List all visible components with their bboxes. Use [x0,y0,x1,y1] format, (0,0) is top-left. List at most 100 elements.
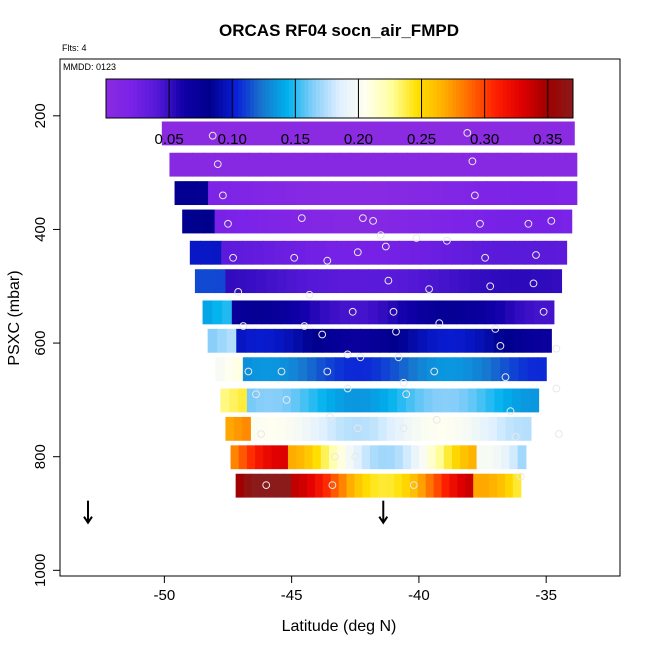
colorbar-strip [320,79,325,118]
heatmap-cell [402,445,412,470]
heatmap-cell [390,121,403,146]
heatmap-cell [315,240,327,265]
heatmap-cell [279,445,289,470]
heatmap-cell [534,300,545,325]
heatmap-cell [510,269,522,294]
heatmap-cell [346,240,358,265]
heatmap-cell [339,152,352,177]
y-tick-label: 400 [32,217,49,242]
heatmap-cell [286,269,298,294]
y-axis-label: PSXC (mbar) [6,270,23,365]
heatmap-cell [342,181,354,206]
heatmap-cell [484,445,494,470]
y-tick-label: 600 [32,331,49,356]
profile-point [323,367,332,376]
heatmap-cell [293,152,306,177]
heatmap-cell [536,357,547,382]
heatmap-cell [565,152,578,177]
colorbar-tick-label: 0.05 [155,131,184,148]
heatmap-cell [268,209,281,234]
profile-point [325,413,334,421]
colorbar-strip [144,79,150,118]
heatmap-cell [516,121,529,146]
profile-point [381,242,390,251]
heatmap-cell [554,181,567,206]
heatmap-cell [463,416,473,441]
profile-point [394,353,403,362]
heatmap-cell [398,328,409,353]
heatmap-cell [494,328,505,353]
heatmap-cell [376,209,389,234]
heatmap-cell [330,473,340,498]
colorbar-strip [277,79,282,118]
colorbar-strip [141,79,146,118]
heatmap-cell [255,328,266,353]
heatmap-cell [337,269,349,294]
colorbar-strip [479,79,484,118]
heatmap-cell [414,388,425,413]
heatmap-cell [482,121,495,146]
heatmap-cell [305,152,318,177]
heatmap-cell [317,269,328,294]
y-axis: 200 400 600 800 1000 [32,103,61,587]
heatmap-cell [274,328,285,353]
heatmap-cell [238,388,248,413]
heatmap-cell [242,240,254,265]
colorbar-strip [499,79,504,118]
heatmap-cell [375,181,388,206]
heatmap-cell [378,300,389,325]
colorbar-strip [246,79,251,118]
heatmap-cell [405,388,416,413]
profile-point [501,373,510,382]
profile-point [468,157,477,166]
heatmap-cell [352,388,363,413]
heatmap-cell [527,357,538,382]
heatmap-cell [322,473,332,498]
heatmap-cell [353,445,363,470]
profile-point [208,131,217,140]
heatmap-cell [367,240,379,265]
heatmap-cell [388,269,400,294]
colorbar-strip [518,79,523,118]
colorbar-strip [347,79,352,118]
heatmap-cell [267,473,276,498]
profile-point [555,430,563,438]
colorbar-strip [117,79,123,118]
colorbar-strip [125,79,130,118]
colorbar-strip [207,79,212,118]
colorbar-tick-label: 0.30 [470,131,499,148]
heatmap-cell [325,240,337,265]
heatmap-cell [263,181,276,206]
heatmap-cell [322,209,335,234]
heatmap-cell [210,240,222,265]
colorbar-strip [526,79,531,118]
heatmap-cell [364,181,377,206]
heatmap-cell [214,152,227,177]
heatmap-cell [442,181,455,206]
heatmap-cell [378,445,387,470]
flights-note: Flts: 4 [62,43,87,53]
heatmap-cell [471,416,481,441]
heatmap-cell [241,181,254,206]
heatmap-cell [418,269,430,294]
profile-point [430,367,439,376]
heatmap-cell [192,152,204,177]
heatmap-cell [500,269,512,294]
profile-point [331,452,339,461]
heatmap-cell [231,300,243,325]
heatmap-cell [333,209,346,234]
heatmap-cell [220,388,230,413]
colorbar-strip [176,79,181,118]
heatmap-cell [427,445,437,470]
profile-point [399,378,408,387]
heatmap-cell [486,152,499,177]
heatmap-cell [161,121,174,146]
heatmap-cell [331,328,342,353]
profile-point [356,353,365,362]
heatmap-cell [306,269,318,294]
colorbar-strip [452,79,457,118]
heatmap-cell [445,357,455,382]
heatmap-cell [489,473,498,498]
colorbar-strip [168,79,173,118]
profile-point [318,330,327,339]
